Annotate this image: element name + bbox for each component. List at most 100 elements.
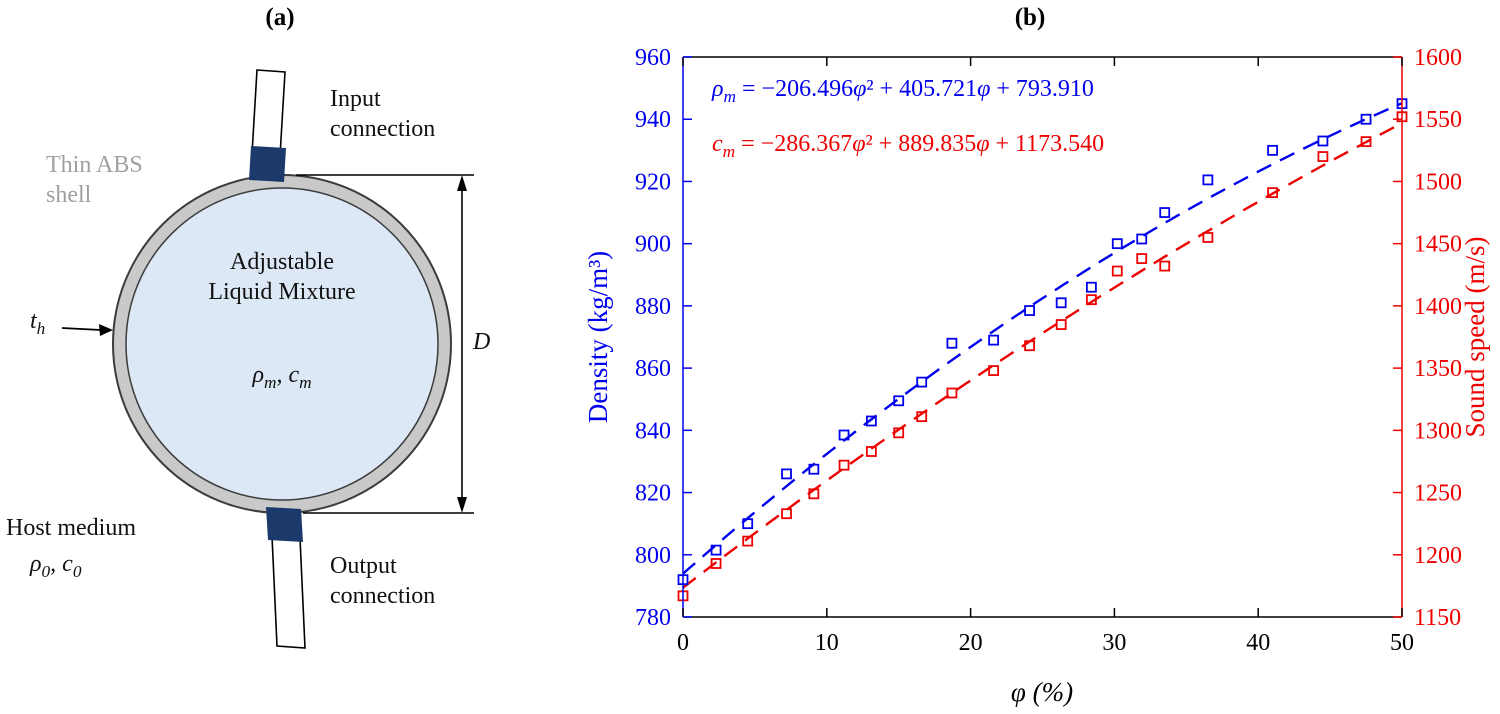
left-tick-label: 940 xyxy=(635,107,671,133)
left-tick-label: 900 xyxy=(635,232,671,258)
data-point xyxy=(988,365,1000,377)
right-tick-label: 1450 xyxy=(1414,232,1462,258)
data-point xyxy=(781,508,792,520)
data-point xyxy=(808,488,820,500)
output-label-line1: Output xyxy=(330,553,397,579)
left-tick-label: 920 xyxy=(635,169,671,195)
sound-speed-fit-equation: cm = −286.367φ² + 889.835φ + 1173.540 xyxy=(712,131,1105,161)
data-point xyxy=(781,468,792,480)
right-tick-label: 1550 xyxy=(1414,107,1462,133)
shell-label: Thin ABS shell xyxy=(46,150,143,210)
shell-label-line2: shell xyxy=(46,182,92,208)
x-tick-label: 20 xyxy=(959,630,983,656)
diameter-dimension xyxy=(296,174,474,514)
data-point xyxy=(1085,294,1097,306)
liquid-mixture-interior xyxy=(125,187,439,501)
data-point xyxy=(865,446,877,457)
outlet-connector xyxy=(266,507,303,542)
data-point xyxy=(988,334,1000,346)
data-point xyxy=(1111,238,1123,250)
data-point xyxy=(710,558,722,569)
output-connection-label: Output connection xyxy=(330,551,435,611)
shell-thickness-arrow xyxy=(61,324,113,336)
left-tick-label: 960 xyxy=(635,45,671,71)
data-point xyxy=(1159,207,1171,218)
data-point xyxy=(1055,319,1067,330)
input-label-line1: Input xyxy=(330,86,381,112)
mixture-label-line1: Adjustable xyxy=(230,249,334,275)
outlet-pipe xyxy=(271,535,306,649)
x-tick-label: 30 xyxy=(1102,630,1126,656)
data-point xyxy=(1267,144,1278,156)
arrow-up-icon xyxy=(457,175,467,191)
data-point xyxy=(710,544,722,556)
host-medium-label: Host medium xyxy=(6,515,136,541)
x-tick-label: 10 xyxy=(815,630,839,656)
sound-speed-measurements xyxy=(677,111,1408,602)
left-tick-label: 820 xyxy=(635,481,671,507)
shell-label-line1: Thin ABS xyxy=(46,152,143,178)
left-tick-label: 780 xyxy=(635,605,671,631)
x-axis-title: φ (%) xyxy=(1011,677,1073,707)
data-point xyxy=(1317,135,1329,147)
data-point xyxy=(865,415,877,427)
data-point xyxy=(1159,260,1171,272)
left-tick-label: 880 xyxy=(635,294,671,320)
x-tick-label: 40 xyxy=(1246,630,1270,656)
data-point xyxy=(946,387,958,399)
data-point xyxy=(838,429,850,441)
data-point xyxy=(893,395,905,407)
data-point xyxy=(1360,113,1372,125)
data-point xyxy=(946,337,958,349)
right-axis-title: Sound speed (m/s) xyxy=(1460,237,1490,438)
input-connection-label: Input connection xyxy=(330,84,435,144)
x-tick-label: 50 xyxy=(1390,630,1414,656)
right-tick-label: 1500 xyxy=(1414,169,1462,195)
data-point xyxy=(808,463,820,475)
right-tick-label: 1200 xyxy=(1414,543,1462,569)
right-tick-label: 1150 xyxy=(1414,605,1461,631)
density-quadratic-fit xyxy=(682,102,1403,575)
mixture-label-line2: Liquid Mixture xyxy=(208,279,356,305)
arrow-down-icon xyxy=(457,497,467,513)
input-label-line2: connection xyxy=(330,116,436,142)
density-fit-equation: ρm = −206.496φ² + 405.721φ + 793.910 xyxy=(712,76,1094,106)
right-tick-label: 1350 xyxy=(1414,356,1462,382)
left-axis-title: Density (kg/m³) xyxy=(585,251,613,423)
data-point xyxy=(1136,233,1148,245)
data-point xyxy=(893,427,905,439)
left-tick-label: 800 xyxy=(635,543,671,569)
left-tick-label: 860 xyxy=(635,356,671,382)
data-point xyxy=(1136,253,1148,265)
diameter-label: D xyxy=(473,329,491,355)
right-tick-label: 1400 xyxy=(1414,294,1462,320)
mixture-symbols: ρm, cm xyxy=(252,362,312,392)
data-point xyxy=(1024,305,1035,316)
panel-b-label: (b) xyxy=(1014,4,1046,31)
inlet-connector xyxy=(249,146,286,182)
inlet-pipe xyxy=(251,69,286,157)
data-point xyxy=(1360,136,1372,148)
host-medium-symbols: ρ0, c0 xyxy=(30,551,82,581)
panel-a-label: (a) xyxy=(265,4,295,31)
left-tick-label: 840 xyxy=(635,418,671,444)
data-point xyxy=(1055,297,1067,309)
mixture-label: Adjustable Liquid Mixture xyxy=(162,247,402,307)
density-measurements xyxy=(677,98,1408,586)
data-point xyxy=(1111,265,1123,277)
data-point xyxy=(1202,232,1214,243)
plot-area: 0 10 20 30 40 50 780 800 820 840 860 880 900 920 940 96… xyxy=(635,45,1462,656)
data-point xyxy=(838,459,850,471)
right-tick-label: 1600 xyxy=(1414,45,1462,71)
data-point xyxy=(742,518,754,530)
right-tick-label: 1300 xyxy=(1414,418,1462,444)
data-point xyxy=(1202,174,1214,186)
data-point xyxy=(1024,340,1035,352)
device-diagram xyxy=(61,69,474,649)
x-tick-label: 0 xyxy=(677,630,689,656)
data-point xyxy=(916,411,928,423)
data-point xyxy=(1267,187,1278,199)
data-point xyxy=(1085,281,1097,293)
shell-thickness-label: th xyxy=(30,308,46,338)
